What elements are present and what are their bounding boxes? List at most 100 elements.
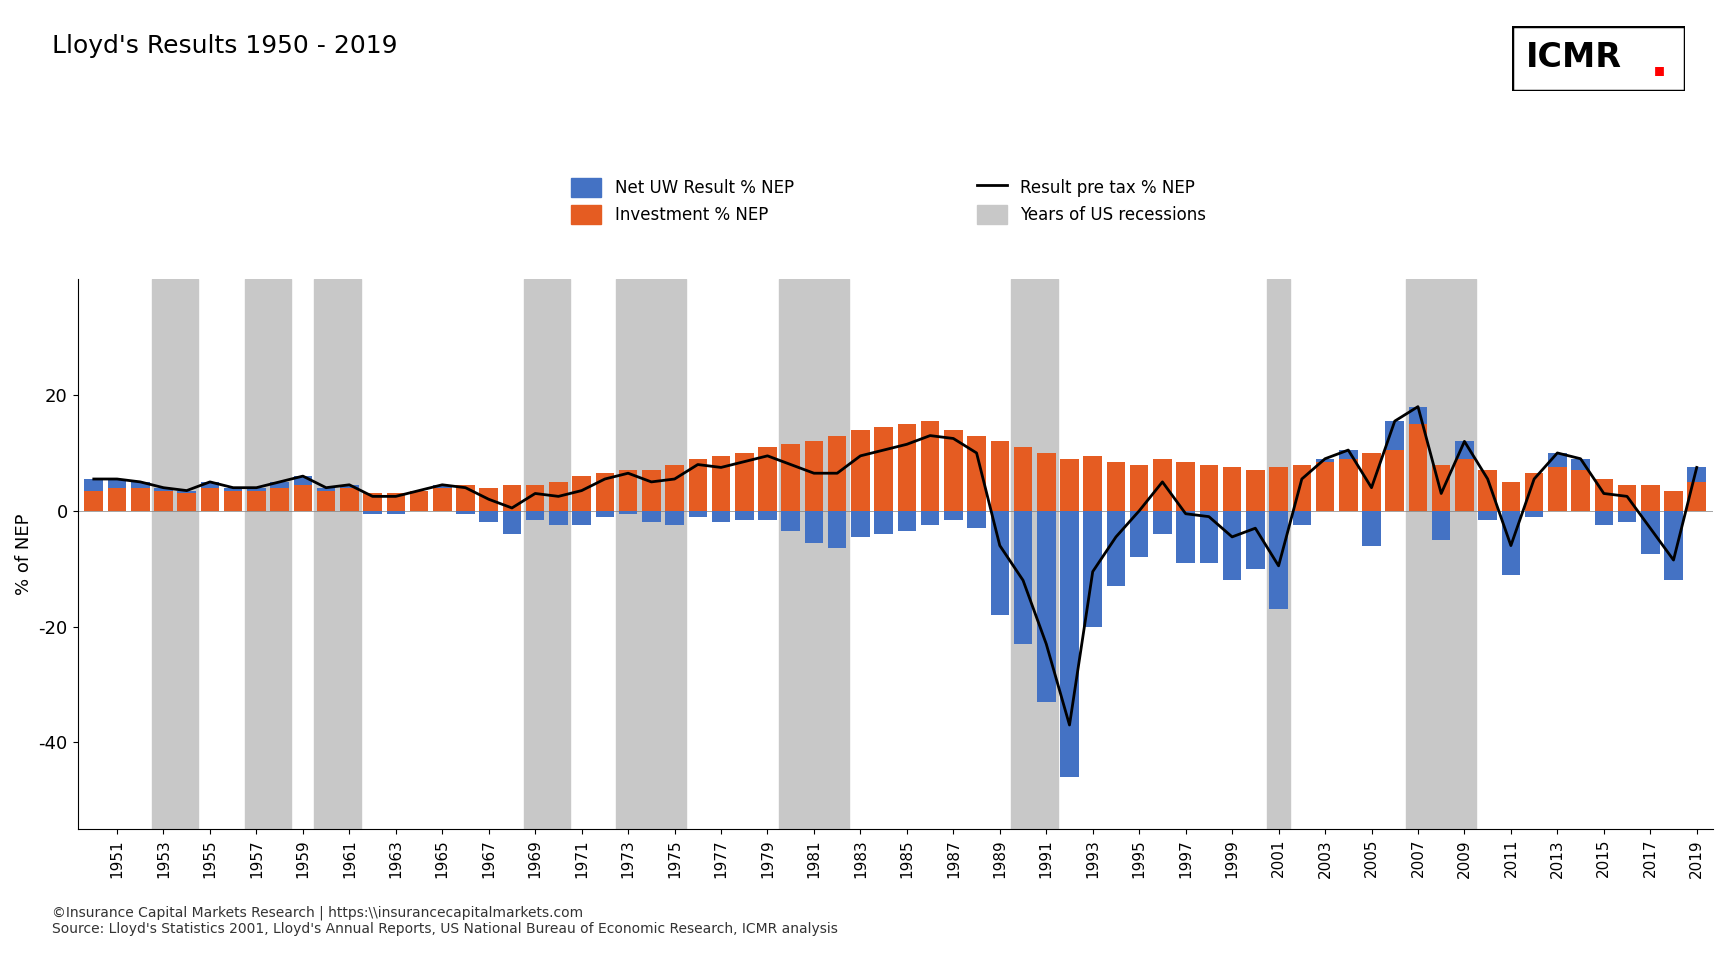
Bar: [200, 488, 219, 511]
Bar: [1037, 453, 1056, 511]
Bar: [990, 511, 1009, 615]
Bar: [1595, 479, 1614, 511]
Bar: [1433, 511, 1450, 540]
Bar: [712, 456, 731, 511]
Bar: [1270, 468, 1287, 511]
Bar: [107, 488, 126, 511]
Bar: [1664, 511, 1683, 580]
Bar: [1479, 470, 1496, 511]
Bar: [828, 436, 847, 511]
Bar: [1617, 485, 1636, 511]
Bar: [968, 436, 987, 511]
Bar: [897, 424, 916, 511]
Bar: [665, 511, 684, 525]
Bar: [1664, 491, 1683, 511]
Bar: [456, 485, 475, 511]
Bar: [387, 493, 404, 511]
Bar: [1455, 459, 1474, 511]
Bar: [434, 485, 451, 488]
Bar: [1315, 459, 1334, 462]
Bar: [340, 488, 359, 511]
Bar: [1267, 279, 1291, 829]
Bar: [1246, 511, 1265, 568]
Bar: [805, 442, 823, 511]
Bar: [524, 279, 570, 829]
Bar: [1548, 453, 1567, 468]
Bar: [1011, 279, 1058, 829]
Bar: [107, 479, 126, 488]
Bar: [1177, 511, 1196, 563]
Bar: [1524, 473, 1543, 511]
Bar: [178, 491, 195, 493]
Bar: [225, 491, 242, 511]
Text: .: .: [1650, 37, 1669, 85]
Bar: [897, 511, 916, 531]
Bar: [1014, 511, 1032, 644]
Bar: [1502, 511, 1521, 574]
Bar: [1571, 459, 1590, 470]
Bar: [410, 491, 429, 511]
Bar: [688, 511, 707, 516]
Bar: [503, 485, 522, 511]
Bar: [596, 511, 613, 516]
Bar: [1455, 442, 1474, 459]
Bar: [617, 279, 686, 829]
Bar: [1407, 279, 1476, 829]
Bar: [1315, 462, 1334, 511]
Bar: [619, 511, 638, 514]
Bar: [316, 491, 335, 511]
Bar: [572, 476, 591, 511]
Bar: [1106, 462, 1125, 511]
Bar: [572, 511, 591, 525]
Bar: [1642, 511, 1659, 554]
Bar: [316, 488, 335, 491]
Bar: [387, 511, 404, 514]
Text: ©Insurance Capital Markets Research | https:\\insurancecapitalmarkets.com
Source: ©Insurance Capital Markets Research | ht…: [52, 905, 838, 936]
Bar: [1688, 482, 1706, 511]
Bar: [363, 493, 382, 511]
Bar: [154, 491, 173, 511]
Legend: Result pre tax % NEP, Years of US recessions: Result pre tax % NEP, Years of US recess…: [976, 178, 1206, 225]
Bar: [178, 493, 195, 511]
Bar: [852, 430, 869, 511]
Bar: [1408, 424, 1427, 511]
Bar: [1130, 511, 1149, 557]
Bar: [1293, 511, 1312, 525]
Bar: [503, 511, 522, 534]
Bar: [1037, 511, 1056, 702]
Bar: [943, 430, 962, 511]
Bar: [1617, 511, 1636, 522]
Bar: [1246, 470, 1265, 511]
Bar: [1270, 511, 1287, 610]
Bar: [1524, 511, 1543, 516]
Bar: [456, 511, 475, 514]
Bar: [1199, 465, 1218, 511]
Bar: [943, 511, 962, 519]
Bar: [85, 491, 104, 511]
Bar: [1130, 465, 1149, 511]
Bar: [874, 511, 893, 534]
Bar: [619, 470, 638, 511]
Bar: [479, 511, 498, 522]
Bar: [1642, 485, 1659, 511]
Bar: [550, 511, 569, 525]
Bar: [270, 488, 289, 511]
Bar: [1083, 456, 1102, 511]
Bar: [434, 488, 451, 511]
Bar: [314, 279, 361, 829]
Bar: [596, 473, 613, 511]
Bar: [225, 488, 242, 491]
Bar: [874, 427, 893, 511]
Bar: [1061, 511, 1078, 777]
Bar: [1688, 468, 1706, 482]
Bar: [1386, 450, 1405, 511]
Bar: [1177, 462, 1196, 511]
Bar: [525, 511, 544, 519]
Bar: [1293, 465, 1312, 511]
Bar: [643, 470, 660, 511]
Bar: [363, 511, 382, 514]
Text: Lloyd's Results 1950 - 2019: Lloyd's Results 1950 - 2019: [52, 34, 397, 58]
Bar: [1362, 453, 1381, 511]
Bar: [131, 482, 150, 488]
Bar: [688, 459, 707, 511]
